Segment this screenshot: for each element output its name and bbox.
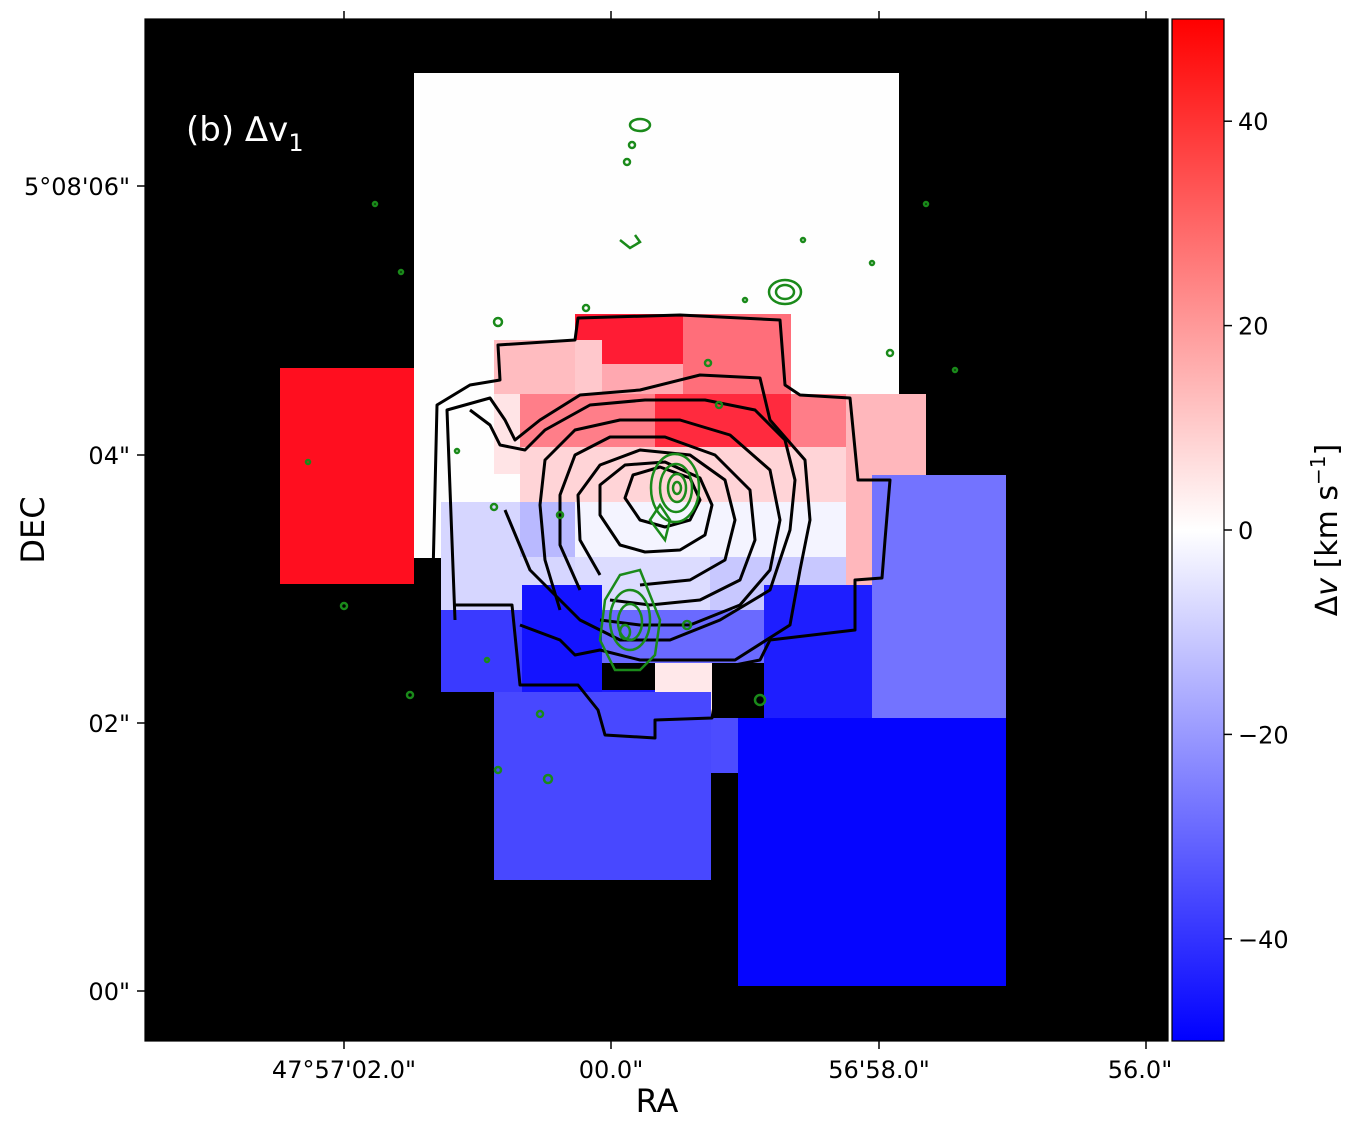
y-tick-label-3: 02" (88, 710, 130, 738)
black-contour-5 (558, 435, 757, 607)
colorbar-tick-label-4: −20 (1238, 721, 1289, 749)
panel-label-subscript: 1 (288, 129, 303, 157)
colorbar-tick-label-1: 40 (1238, 108, 1269, 136)
green-blob-n (628, 117, 652, 133)
green-dot-18 (714, 400, 724, 410)
green-dot-19 (555, 510, 565, 520)
green-dot-14 (542, 773, 554, 785)
tick-marks (137, 11, 1168, 1049)
cell-pink-nw (575, 340, 602, 394)
green-dot-3 (492, 316, 504, 328)
black-contours (431, 313, 892, 740)
x-tick-label-4: 56.0" (1108, 1056, 1172, 1084)
y-tick-label-4: 00" (88, 978, 130, 1006)
green-dot-10 (397, 268, 405, 276)
black-contour-2 (445, 373, 812, 662)
green-dot-1 (622, 157, 632, 167)
black-contour-4 (538, 418, 782, 627)
colorbar-title-unit: [km s (1310, 485, 1345, 578)
colorbar-tick-label-2: 20 (1238, 313, 1269, 341)
black-contour-7 (598, 460, 714, 554)
green-dot-24 (493, 765, 503, 775)
green-blob-ne-1 (767, 278, 803, 306)
x-tick-label-1: 47°57'02.0" (272, 1056, 416, 1084)
colorbar-title: Δv [km s−1] (1306, 444, 1345, 617)
colorbar-ticks: 40 20 0 −20 −40 (1224, 108, 1289, 954)
green-dot-25 (885, 348, 895, 358)
green-dot-26 (951, 366, 959, 374)
cell-pink-west-2 (494, 394, 520, 474)
green-dot-15 (753, 693, 767, 707)
green-core-south-1 (598, 568, 662, 672)
green-blob-ne-2 (774, 283, 796, 301)
green-dot-11 (304, 458, 312, 466)
green-dot-16 (681, 619, 693, 631)
green-dot-4 (581, 303, 591, 313)
green-dot-9 (371, 200, 379, 208)
green-blob-n2 (619, 234, 642, 250)
colorbar-tick-label-3: 0 (1238, 517, 1253, 545)
green-contours (304, 117, 959, 785)
x-axis-title: RA (636, 1082, 679, 1120)
green-dot-17 (703, 358, 713, 368)
cell-red-north-2 (683, 314, 791, 394)
green-dot-20 (489, 502, 499, 512)
green-core-south-4 (618, 623, 632, 641)
cell-lightblue-2 (520, 502, 575, 557)
green-core-north-3 (666, 472, 688, 504)
cell-blue-south-2 (738, 718, 1006, 986)
green-core-north-2 (658, 462, 694, 514)
colorbar (1171, 18, 1225, 1042)
cell-blue-mid-1 (441, 610, 522, 692)
green-tail-north (648, 502, 672, 543)
x-tick-label-3: 56'58.0" (828, 1056, 930, 1084)
cell-red-west (280, 368, 414, 584)
y-tick-label-1: 5°08'06" (24, 173, 130, 201)
y-axis-title: DEC (14, 496, 52, 563)
colorbar-title-exp: −1 (1306, 455, 1330, 484)
green-dot-8 (922, 200, 930, 208)
green-core-north-1 (649, 452, 701, 524)
plot-frame (144, 18, 1169, 1042)
panel-label: (b) Δv1 (186, 110, 304, 157)
green-core-south-3 (616, 602, 644, 642)
panel-label-main: (b) Δv (186, 110, 288, 150)
green-dot-22 (483, 656, 491, 664)
colorbar-title-delta: Δ (1310, 595, 1345, 616)
green-dot-6 (799, 236, 807, 244)
green-dot-13 (405, 690, 415, 700)
cell-blue-east (872, 475, 1006, 718)
black-contour-1 (431, 313, 892, 740)
green-dot-23 (535, 709, 545, 719)
colorbar-title-close: ] (1310, 444, 1345, 456)
green-core-north-4 (671, 480, 683, 496)
green-dot-7 (868, 259, 876, 267)
black-contour-6 (576, 448, 737, 587)
cell-pink-west (494, 340, 575, 394)
y-tick-label-2: 04" (88, 442, 130, 470)
black-contour-3 (469, 398, 797, 642)
green-dot-2 (627, 140, 637, 150)
green-core-south-2 (608, 588, 652, 652)
green-dot-5 (741, 296, 749, 304)
x-tick-label-2: 00.0" (579, 1056, 643, 1084)
colorbar-tick-label-5: −40 (1238, 926, 1289, 954)
green-dot-12 (339, 601, 349, 611)
green-dot-21 (453, 447, 461, 455)
colorbar-title-var: v (1310, 577, 1345, 596)
